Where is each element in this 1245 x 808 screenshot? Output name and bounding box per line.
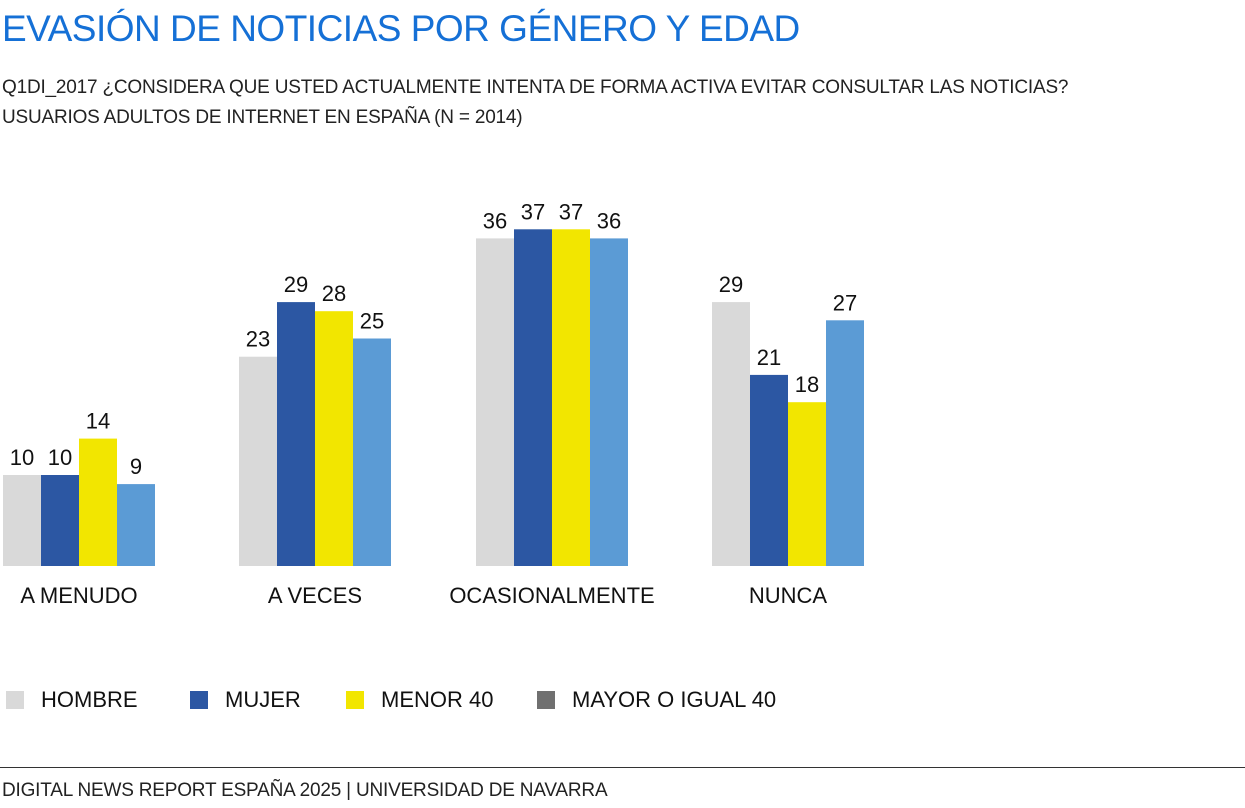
legend-swatch-menor-40 [346,691,364,709]
category-label-nunca: NUNCA [749,583,828,608]
bar-a-veces-mujer [277,302,315,566]
data-label-ocasionalmente-hombre: 36 [483,208,507,233]
legend-item-menor-40: MENOR 40 [346,687,493,713]
legend-item-hombre: HOMBRE [6,687,138,713]
legend-item-mujer: MUJER [190,687,301,713]
data-label-nunca-mayor-o-igual-40: 27 [833,290,857,315]
chart-legend: HOMBRE MUJER MENOR 40 MAYOR O IGUAL 40 [0,687,900,715]
category-label-a-menudo: A MENUDO [20,583,137,608]
chart-subtitle-sample: USUARIOS ADULTOS DE INTERNET EN ESPAÑA (… [2,107,523,128]
legend-label-mayor-40: MAYOR O IGUAL 40 [572,687,777,712]
bar-chart: 10 10 14 9 A MENUDO 23 29 28 25 A VECES 36 37 37 36 OC… [3,199,864,608]
legend-swatch-hombre [6,691,24,709]
bar-a-veces-mayor-o-igual-40 [353,338,391,566]
bar-ocasionalmente-menor-40 [552,229,590,567]
data-label-a-veces-hombre: 23 [246,327,270,352]
data-label-a-menudo-menor-40: 14 [86,409,110,434]
data-label-ocasionalmente-mayor-o-igual-40: 36 [597,208,621,233]
legend-label-menor-40: MENOR 40 [381,687,494,712]
data-label-nunca-menor-40: 18 [795,372,819,397]
data-label-a-veces-mujer: 29 [284,272,308,297]
legend-label-hombre: HOMBRE [41,687,138,712]
data-label-ocasionalmente-menor-40: 37 [559,199,583,224]
data-label-a-veces-menor-40: 28 [322,281,346,306]
data-label-a-veces-mayor-o-igual-40: 25 [360,309,384,334]
bar-ocasionalmente-hombre [476,238,514,566]
bar-a-menudo-menor-40 [79,438,117,566]
bar-nunca-menor-40 [788,402,826,566]
data-label-a-menudo-hombre: 10 [10,445,34,470]
footer-divider [0,767,1245,768]
bar-a-veces-hombre [239,356,277,566]
bar-a-menudo-mujer [41,475,79,566]
bar-nunca-hombre [712,302,750,566]
bar-nunca-mayor-o-igual-40 [826,320,864,566]
legend-label-mujer: MUJER [225,687,301,712]
data-label-a-menudo-mujer: 10 [48,445,72,470]
legend-item-mayor-40: MAYOR O IGUAL 40 [537,687,776,713]
bar-a-menudo-hombre [3,475,41,566]
footer-source: DIGITAL NEWS REPORT ESPAÑA 2025 | UNIVER… [2,780,608,801]
bar-ocasionalmente-mujer [514,229,552,567]
bar-a-menudo-mayor-o-igual-40 [117,484,155,566]
bar-nunca-mujer [750,374,788,566]
data-label-nunca-mujer: 21 [757,345,781,370]
chart-title: EVASIÓN DE NOTICIAS POR GÉNERO Y EDAD [2,8,800,49]
data-label-nunca-hombre: 29 [719,272,743,297]
data-label-a-menudo-mayor-o-igual-40: 9 [130,454,142,479]
category-label-ocasionalmente: OCASIONALMENTE [449,583,654,608]
legend-swatch-mujer [190,691,208,709]
category-label-a-veces: A VECES [268,583,362,608]
bar-a-veces-menor-40 [315,311,353,566]
data-label-ocasionalmente-mujer: 37 [521,199,545,224]
chart-subtitle-question: Q1DI_2017 ¿CONSIDERA QUE USTED ACTUALMEN… [2,77,1069,98]
bar-ocasionalmente-mayor-o-igual-40 [590,238,628,566]
legend-swatch-mayor-40 [537,691,555,709]
